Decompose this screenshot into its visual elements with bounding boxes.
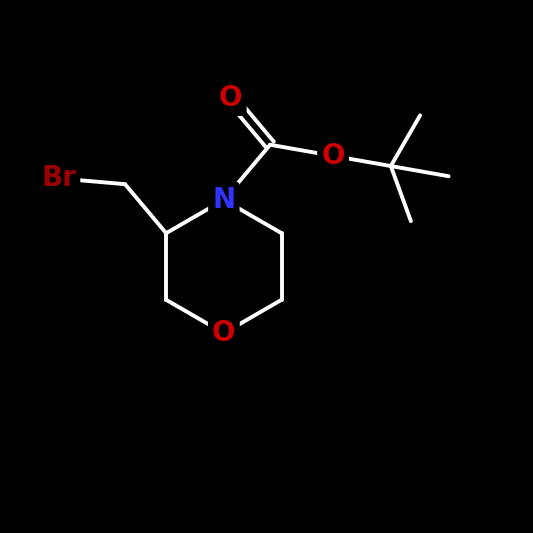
- Text: O: O: [219, 84, 243, 112]
- Text: N: N: [212, 186, 236, 214]
- Text: O: O: [212, 319, 236, 347]
- Text: O: O: [321, 142, 345, 170]
- Text: Br: Br: [41, 164, 76, 192]
